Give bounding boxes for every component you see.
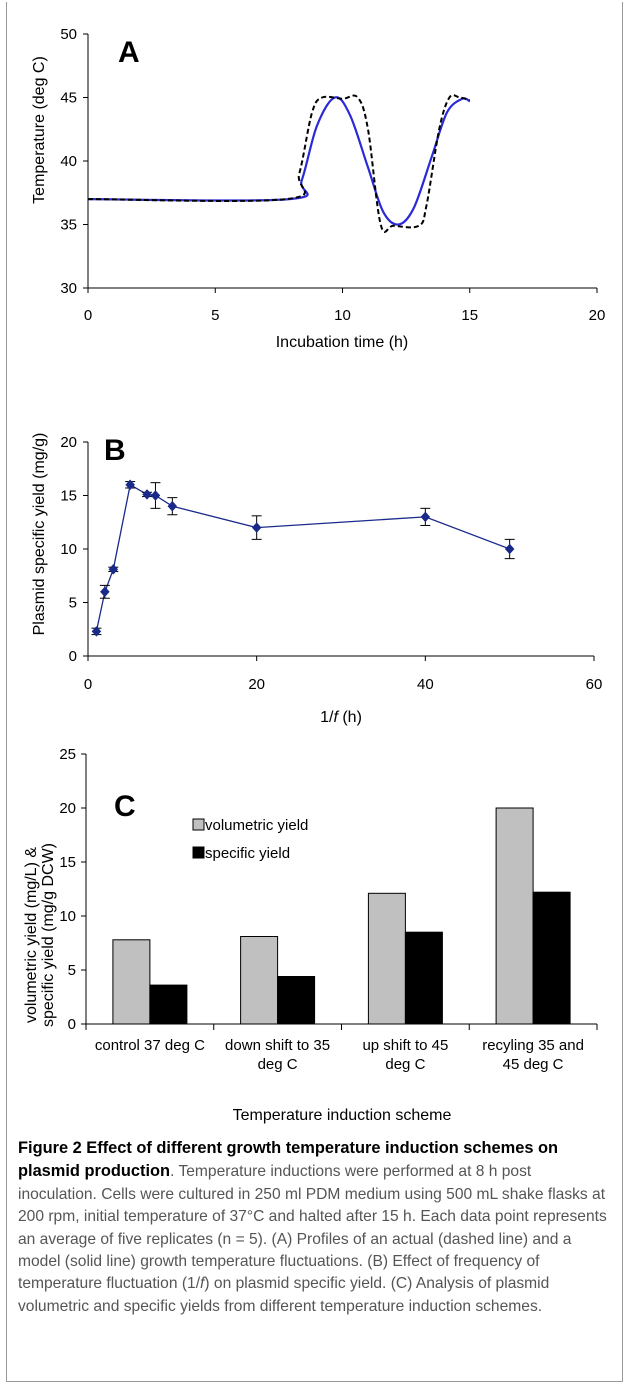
chart-a-ytick-label: 50 <box>60 26 77 43</box>
chart-a-xtick-label: 15 <box>461 307 478 324</box>
chart-c-panel-label: C <box>114 790 136 823</box>
chart-b-xtick-label: 40 <box>417 676 434 693</box>
chart-b-data-point <box>100 586 110 598</box>
chart-a-ticks: 30 35 40 45 50 0 5 10 15 20 <box>60 26 605 324</box>
chart-c-bars <box>112 807 571 1025</box>
chart-c-bar-specific <box>404 931 443 1025</box>
legend-swatch-volumetric <box>192 818 205 831</box>
chart-b-ytick-label: 20 <box>60 434 77 451</box>
chart-b-xtick-label: 0 <box>84 676 92 693</box>
chart-c-category-label-line2: deg C <box>258 1056 298 1073</box>
chart-a: A 30 35 40 45 50 0 5 10 15 20 Incubation time (h)… <box>31 26 605 351</box>
chart-b-panel-label: B <box>104 434 126 467</box>
chart-b-ylabel: Plasmid specific yield (mg/g) <box>31 433 48 636</box>
chart-c-ytick-label: 5 <box>68 962 76 979</box>
chart-c-bar-volumetric <box>240 936 279 1025</box>
chart-a-series-dashed <box>87 94 471 233</box>
chart-a-ytick-label: 30 <box>60 280 77 297</box>
chart-c-legend: volumetric yield specific yield <box>192 817 308 862</box>
chart-b-data-point <box>125 479 136 491</box>
chart-b: B 0 5 10 15 20 0 20 40 60 1/f (h) Plasmid specif… <box>31 433 602 726</box>
caption-body-2: ) on plasmid specific yield. (C) Analysi… <box>18 1275 550 1315</box>
chart-b-series-line <box>95 483 510 632</box>
chart-c-ytick-label: 10 <box>59 908 76 925</box>
chart-c-category-label-line2: 45 deg C <box>503 1056 564 1073</box>
chart-c-ytick-label: 0 <box>68 1016 76 1033</box>
chart-a-ytick-label: 35 <box>60 217 77 234</box>
chart-c-ylabel-line2: specific yield (mg/g DCW) <box>40 843 57 1027</box>
chart-c-category-label: control 37 deg C <box>95 1037 205 1054</box>
chart-c-bar-specific <box>149 984 188 1025</box>
chart-b-xtick-label: 20 <box>248 676 265 693</box>
chart-c-category-label: recyling 35 and <box>482 1037 584 1054</box>
chart-c-category-label: up shift to 45 <box>362 1037 448 1054</box>
chart-b-data-point <box>420 511 431 523</box>
caption-title: Figure 2 Effect of different growth temp… <box>18 1139 559 1181</box>
chart-a-xlabel: Incubation time (h) <box>276 334 409 351</box>
chart-b-ytick-label: 0 <box>69 648 77 665</box>
chart-a-xtick-label: 5 <box>211 307 219 324</box>
chart-c-bar-volumetric <box>112 939 151 1025</box>
chart-c-ytick-label: 15 <box>59 854 76 871</box>
chart-c-bar-volumetric <box>367 892 406 1025</box>
chart-c-bar-volumetric <box>495 807 534 1025</box>
figure-caption: Figure 2 Effect of different growth temp… <box>18 1137 614 1318</box>
chart-b-ytick-label: 15 <box>60 488 77 505</box>
chart-b-series <box>91 479 515 637</box>
chart-b-ticks: 0 5 10 15 20 0 20 40 60 <box>60 434 602 693</box>
chart-b-xtick-label: 60 <box>586 676 603 693</box>
chart-c-ytick-label: 20 <box>59 800 76 817</box>
chart-b-data-point <box>91 626 102 637</box>
chart-c-category-label-line2: deg C <box>385 1056 425 1073</box>
chart-b-data-point <box>108 563 119 575</box>
chart-b-data-point <box>504 543 515 555</box>
chart-b-data-point <box>150 490 161 501</box>
chart-a-series-solid <box>87 96 471 226</box>
chart-c-category-label: down shift to 35 <box>225 1037 330 1054</box>
chart-c-xlabel: Temperature induction scheme <box>233 1107 452 1124</box>
chart-b-ytick-label: 10 <box>60 541 77 558</box>
chart-b-ytick-label: 5 <box>69 595 77 612</box>
chart-a-ytick-label: 45 <box>60 90 77 107</box>
chart-a-series <box>87 94 471 233</box>
chart-b-xlabel: 1/f (h) <box>320 709 362 726</box>
legend-swatch-specific <box>192 846 205 859</box>
chart-a-ylabel: Temperature (deg C) <box>31 56 48 204</box>
chart-b-data-point <box>251 522 262 533</box>
chart-b-data-point <box>167 500 178 512</box>
chart-a-ytick-label: 40 <box>60 153 77 170</box>
caption-body-var: f <box>200 1275 205 1293</box>
chart-c-bar-specific <box>277 976 316 1025</box>
chart-a-panel-label: A <box>118 36 140 69</box>
legend-label-specific: specific yield <box>205 845 290 862</box>
chart-c-ytick-label: 25 <box>59 746 76 763</box>
chart-a-axes <box>87 34 597 289</box>
chart-a-xtick-label: 0 <box>84 307 92 324</box>
legend-label-volumetric: volumetric yield <box>205 817 308 834</box>
chart-b-axes <box>87 442 594 657</box>
chart-b-data-point <box>142 489 152 500</box>
chart-a-xtick-label: 10 <box>334 307 351 324</box>
chart-c: C 0 5 10 15 20 25 control 37 deg C down shift t… <box>23 746 598 1124</box>
chart-a-xtick-label: 20 <box>589 307 606 324</box>
chart-c-bar-specific <box>532 891 571 1025</box>
chart-c-ticks: 0 5 10 15 20 25 control 37 deg C down shift to … <box>59 746 598 1073</box>
figure-frame <box>6 2 623 1382</box>
caption-body-1: . Temperature inductions were performed … <box>18 1163 607 1293</box>
chart-c-ylabel-line1: volumetric yield (mg/L) & <box>23 847 40 1023</box>
